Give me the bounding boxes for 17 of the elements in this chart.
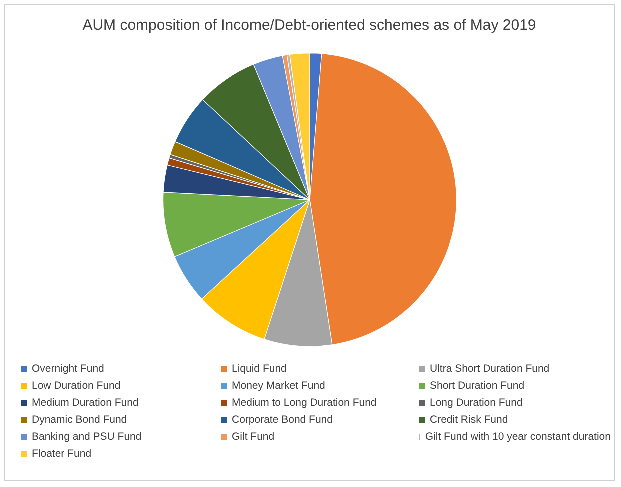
legend-label: Short Duration Fund <box>430 380 525 392</box>
legend-label: Gilt Fund <box>232 431 275 443</box>
legend-label: Floater Fund <box>32 448 92 460</box>
legend-label: Long Duration Fund <box>430 397 523 409</box>
legend-label: Banking and PSU Fund <box>32 431 142 443</box>
legend-label: Dynamic Bond Fund <box>32 414 128 426</box>
legend-label: Corporate Bond Fund <box>232 414 333 426</box>
legend-label: Ultra Short Duration Fund <box>430 363 550 375</box>
legend-label: Overnight Fund <box>32 363 104 375</box>
legend-label: Low Duration Fund <box>32 380 121 392</box>
legend-label: Medium Duration Fund <box>32 397 139 409</box>
legend-label: Medium to Long Duration Fund <box>232 397 377 409</box>
legend-label: Gilt Fund with 10 year constant duration <box>425 431 611 443</box>
chart-title: AUM composition of Income/Debt-oriented schemes as of May 2019 <box>82 17 538 34</box>
legend-label: Credit Risk Fund <box>430 414 508 426</box>
legend-label: Liquid Fund <box>232 363 287 375</box>
legend-label: Money Market Fund <box>232 380 326 392</box>
